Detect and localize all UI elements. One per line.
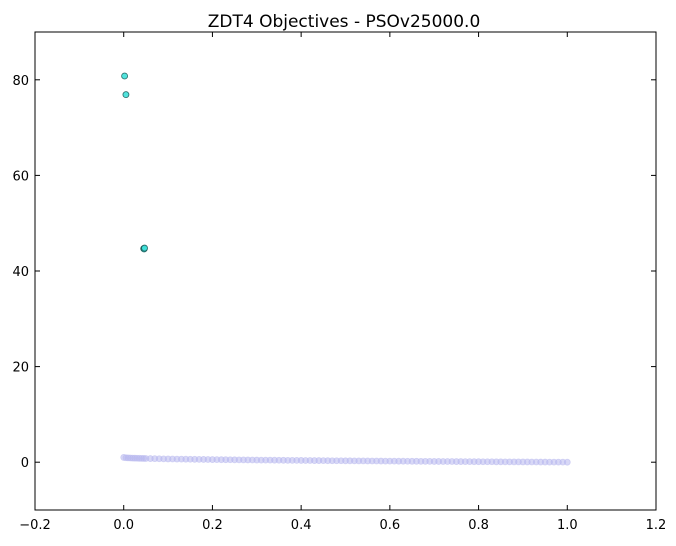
data-point-series-2 [121,72,128,80]
chart-title: ZDT4 Objectives - PSOv25000.0 [208,12,481,32]
x-tick-label: 1.2 [646,518,667,533]
data-point-series-2 [141,244,148,252]
data-point-series-2 [122,91,130,99]
x-tick-label: 0.4 [291,518,312,533]
x-tick-label: 0.2 [202,518,223,533]
x-tick-label: −0.2 [19,518,51,533]
axis-ticks-layer: −0.2 0.0 0.2 0.4 0.6 0.8 1.0 1.2 0 20 40 60 80 [12,32,666,533]
x-tick-label: 0.6 [380,518,401,533]
y-tick-label: 60 [12,169,29,184]
x-tick-label: 1.0 [557,518,578,533]
y-tick-label: 20 [12,361,29,376]
y-tick-label: 40 [12,265,29,280]
x-tick-label: 0.8 [468,518,489,533]
y-tick-label: 80 [12,74,29,89]
x-tick-label: 0.0 [113,518,134,533]
data-points-layer [120,72,571,466]
data-point-series-1 [563,458,571,466]
plot-frame [34,31,657,511]
y-tick-label: 0 [21,456,29,471]
